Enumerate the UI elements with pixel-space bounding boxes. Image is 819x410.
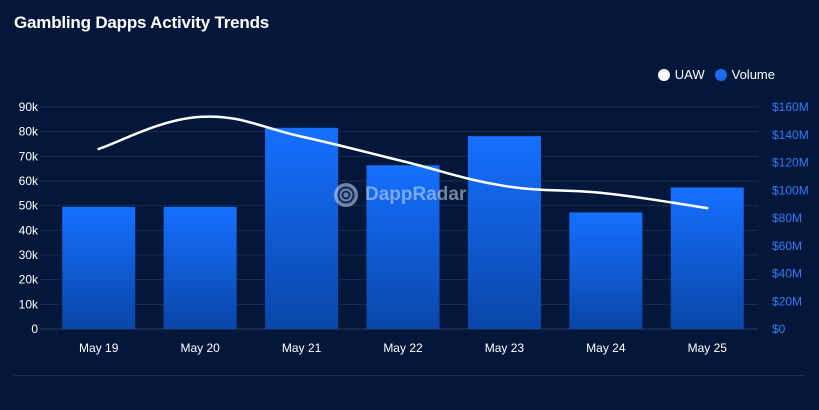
dappradar-logo-icon [334, 183, 358, 207]
volume-bar [569, 212, 643, 329]
left-axis-tick: 30k [19, 248, 39, 262]
x-axis-tick: May 22 [383, 341, 423, 355]
volume-bar [670, 187, 744, 329]
x-axis-tick: May 19 [79, 341, 119, 355]
left-axis-tick: 80k [19, 125, 39, 139]
volume-bar [366, 165, 440, 329]
uaw-line [97, 115, 709, 210]
x-axis-tick: May 21 [282, 341, 322, 355]
chart-legend: UAW Volume [657, 67, 775, 82]
legend-label-volume: Volume [731, 67, 775, 82]
left-axis-tick: 60k [19, 174, 39, 188]
watermark-text: DappRadar [365, 184, 467, 205]
watermark: DappRadar [333, 182, 466, 208]
right-axis-tick: $40M [772, 267, 802, 281]
legend-dot-uaw-icon [657, 68, 670, 81]
left-axis-tick: 10k [19, 297, 39, 311]
volume-bar [467, 136, 541, 329]
x-axis-tick: May 23 [485, 341, 525, 355]
legend-label-uaw: UAW [674, 67, 705, 82]
left-axis-tick: 20k [19, 273, 39, 287]
right-axis-tick: $20M [772, 294, 802, 308]
right-axis-tick: $120M [772, 156, 809, 170]
left-axis-tick: 40k [19, 223, 39, 237]
x-axis-tick: May 25 [688, 341, 728, 355]
left-axis-tick: 70k [19, 149, 39, 163]
right-axis-tick: $60M [772, 239, 802, 253]
volume-bar [265, 127, 339, 329]
right-axis-tick: $0 [772, 322, 786, 336]
legend-item-volume[interactable]: Volume [714, 67, 775, 82]
right-axis-tick: $80M [772, 211, 802, 225]
legend-dot-volume-icon [714, 68, 727, 81]
left-axis-tick: 90k [19, 100, 39, 114]
x-axis-tick: May 24 [586, 341, 626, 355]
bottom-divider [14, 375, 805, 376]
volume-bar [62, 206, 136, 329]
right-axis-tick: $160M [772, 100, 809, 114]
right-axis-tick: $140M [772, 128, 809, 142]
legend-item-uaw[interactable]: UAW [657, 67, 705, 82]
right-axis-tick: $100M [772, 183, 809, 197]
x-axis-tick: May 20 [180, 341, 220, 355]
left-axis-tick: 50k [19, 199, 39, 213]
volume-bar [163, 206, 237, 329]
left-axis-tick: 0 [31, 322, 38, 336]
chart-title: Gambling Dapps Activity Trends [14, 13, 270, 32]
